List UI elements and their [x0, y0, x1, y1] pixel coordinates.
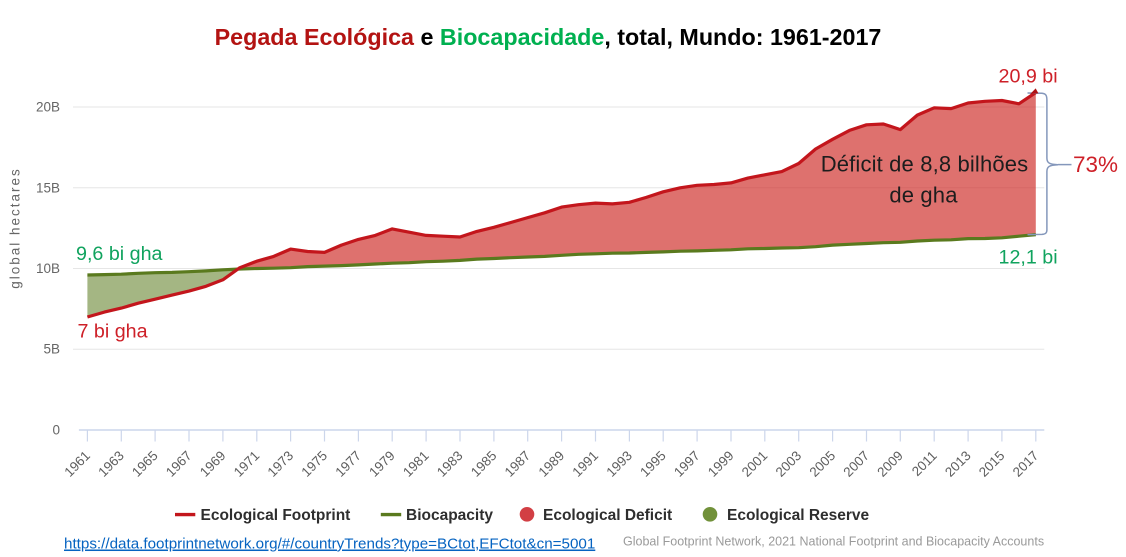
svg-text:9,6 bi gha: 9,6 bi gha [76, 243, 163, 265]
svg-text:20,9 bi: 20,9 bi [999, 66, 1058, 88]
svg-text:Ecological Reserve: Ecological Reserve [727, 507, 870, 524]
svg-text:12,1 bi: 12,1 bi [999, 247, 1058, 269]
svg-text:Déficit de 8,8 bilhões: Déficit de 8,8 bilhões [821, 152, 1029, 177]
svg-text:15B: 15B [36, 180, 60, 195]
svg-text:Pegada Ecológica e Biocapacida: Pegada Ecológica e Biocapacidade, total,… [215, 24, 882, 50]
svg-text:20B: 20B [36, 100, 60, 115]
svg-text:global hectares: global hectares [8, 167, 23, 289]
svg-text:https://data.footprintnetwork.: https://data.footprintnetwork.org/#/coun… [64, 536, 595, 553]
svg-text:Global Footprint Network, 2021: Global Footprint Network, 2021 National … [623, 535, 1044, 549]
svg-text:10B: 10B [36, 261, 60, 276]
svg-text:5B: 5B [43, 342, 60, 357]
svg-text:Ecological Footprint: Ecological Footprint [201, 507, 351, 524]
svg-text:7 bi gha: 7 bi gha [78, 321, 148, 343]
svg-text:de gha: de gha [889, 183, 958, 208]
svg-text:Ecological Deficit: Ecological Deficit [543, 507, 672, 524]
svg-text:73%: 73% [1073, 152, 1118, 177]
svg-text:Biocapacity: Biocapacity [406, 507, 493, 524]
svg-text:0: 0 [52, 423, 60, 438]
